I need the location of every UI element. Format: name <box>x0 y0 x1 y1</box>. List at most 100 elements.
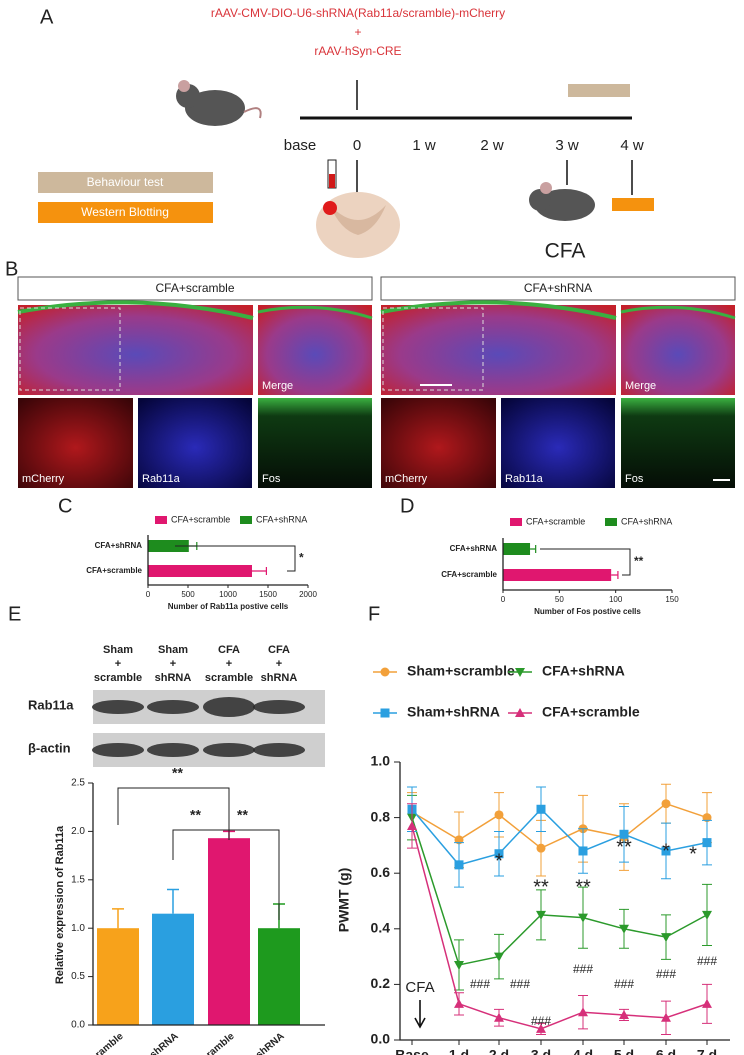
bar <box>97 928 139 1025</box>
blot-header: scramble <box>205 672 253 684</box>
channel-label: Merge <box>625 380 656 392</box>
data-point <box>407 820 417 830</box>
data-point <box>661 799 671 809</box>
timeline-label: 0 <box>353 137 361 154</box>
dorsal-edge <box>620 305 736 320</box>
channel-image <box>138 398 252 488</box>
channel-label: Merge <box>262 380 293 392</box>
blot-band <box>203 697 255 717</box>
x-tick-label: 1500 <box>259 590 277 599</box>
x-tick-label: 1 d <box>449 1047 469 1055</box>
bar <box>208 838 250 1025</box>
overview-image <box>381 305 616 395</box>
significance: ### <box>656 967 676 981</box>
virus-text: rAAV-hSyn-CRE <box>314 44 401 58</box>
timeline-label: 2 w <box>480 137 504 154</box>
significance: ### <box>697 954 717 968</box>
y-axis-label: Relative expression of Rab11a <box>54 825 66 984</box>
group-title: CFA+shRNA <box>524 281 592 295</box>
blot-header: + <box>170 658 176 670</box>
western-period <box>612 198 654 211</box>
legend-label: Sham+shRNA <box>407 704 500 720</box>
legend-label: CFA+shRNA <box>256 514 307 524</box>
blot-header: Sham <box>158 644 188 656</box>
series-line <box>411 808 708 866</box>
mouse-icon <box>176 80 262 126</box>
virus-text: rAAV-CMV-DIO-U6-shRNA(Rab11a/scramble)-m… <box>211 6 505 20</box>
behaviour-period <box>568 84 630 97</box>
axes <box>399 762 730 1041</box>
blot-band <box>203 743 255 757</box>
x-tick-label: Sham+scramble <box>60 1031 126 1055</box>
error-bar <box>167 888 179 914</box>
bar <box>152 913 194 1025</box>
x-tick-label: 0 <box>501 595 506 604</box>
blot-band <box>92 743 144 757</box>
legend-marker <box>515 708 525 717</box>
error-bar <box>252 567 267 575</box>
data-point <box>454 998 464 1008</box>
timeline-diagram <box>38 80 654 258</box>
data-point <box>661 846 671 856</box>
y-tick-label: 0.2 <box>371 975 391 991</box>
significance: ### <box>510 977 530 991</box>
blot-band <box>92 700 144 714</box>
significance: ** <box>237 807 248 823</box>
blot-header: scramble <box>94 672 142 684</box>
x-tick-label: 50 <box>555 595 564 604</box>
dorsal-edge <box>380 300 617 320</box>
channel-label: Rab11a <box>505 473 544 485</box>
data-point <box>619 829 629 839</box>
channel-image <box>18 398 133 488</box>
significance: ** <box>172 765 183 781</box>
y-tick-label: 2.5 <box>71 778 85 789</box>
series-line <box>411 825 708 1030</box>
panel-label: B <box>5 258 18 280</box>
category-label: CFA+scramble <box>441 570 497 579</box>
timeline-label: 4 w <box>620 137 644 154</box>
significance: ### <box>573 962 593 976</box>
data-point <box>494 952 504 962</box>
significance-bracket <box>540 548 631 576</box>
category-label: CFA+shRNA <box>95 541 143 550</box>
x-tick-label: 2000 <box>299 590 317 599</box>
significance: ### <box>614 977 634 991</box>
error-bar <box>112 908 124 929</box>
data-point <box>536 910 546 920</box>
data-point <box>536 1023 546 1033</box>
mouse-icon <box>529 182 595 221</box>
bar <box>503 543 531 555</box>
significance: ** <box>190 807 201 823</box>
y-tick-label: 0.4 <box>371 920 391 936</box>
x-tick-label: 100 <box>609 595 623 604</box>
data-point <box>494 849 504 859</box>
channel-label: mCherry <box>385 473 428 485</box>
blot-header: CFA <box>268 644 290 656</box>
blot-header: + <box>115 658 121 670</box>
timeline-label: base <box>284 137 317 154</box>
significance: ### <box>470 977 490 991</box>
legend-label: CFA+scramble <box>171 514 230 524</box>
blot-header: + <box>226 658 232 670</box>
blot-header: shRNA <box>155 672 192 684</box>
series-line <box>411 817 708 966</box>
significance-bracket <box>117 787 230 832</box>
significance: * <box>299 551 304 565</box>
legend-marker <box>380 667 390 677</box>
data-point <box>578 913 588 923</box>
x-tick-label: 4 d <box>573 1047 593 1055</box>
y-tick-label: 0.0 <box>371 1031 391 1047</box>
data-point <box>619 924 629 934</box>
legend-swatch <box>510 518 522 526</box>
data-point <box>578 846 588 856</box>
data-point <box>702 910 712 920</box>
significance: * <box>662 840 670 862</box>
series-line <box>411 802 708 850</box>
blot-band <box>147 743 199 757</box>
x-axis-label: Number of Fos postive cells <box>534 607 641 616</box>
legend-label: CFA+shRNA <box>621 516 672 526</box>
significance: ** <box>616 836 632 858</box>
significance: * <box>689 843 697 865</box>
x-tick-label: Sham+shRNA <box>123 1031 181 1055</box>
